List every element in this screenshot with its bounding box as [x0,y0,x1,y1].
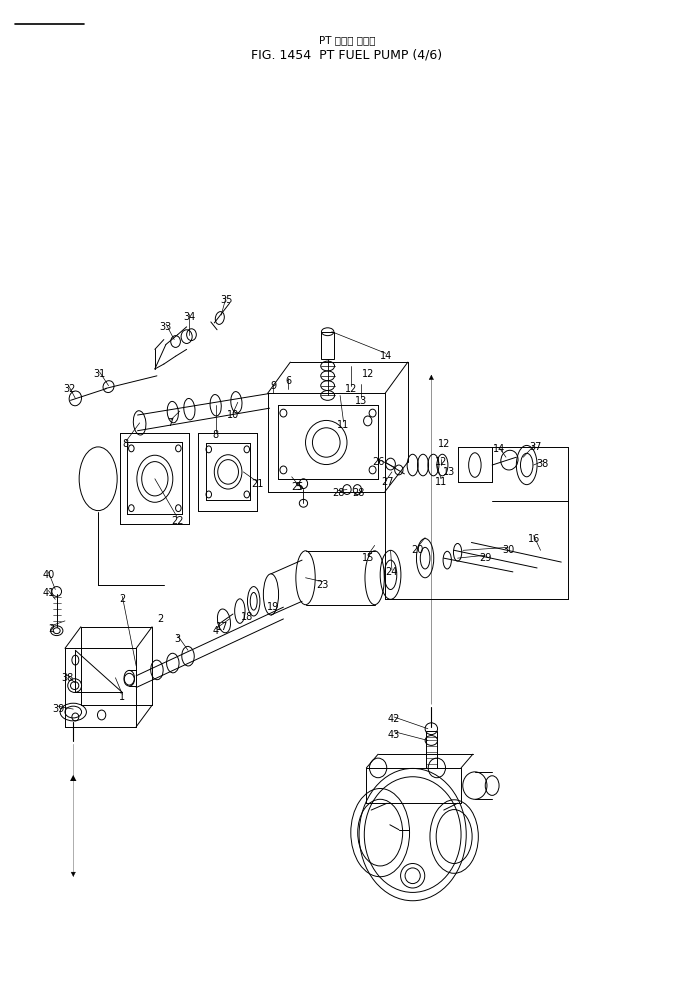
Text: 13: 13 [355,396,367,406]
Text: 22: 22 [171,516,184,526]
Text: 2: 2 [119,595,126,605]
Text: 2: 2 [48,624,54,634]
Text: 42: 42 [388,714,400,723]
Text: 10: 10 [227,410,239,420]
Text: 27: 27 [381,477,393,487]
Text: 33: 33 [160,321,172,332]
Bar [321,331,334,359]
Text: 37: 37 [529,442,541,452]
Text: 12: 12 [438,439,450,449]
Text: 31: 31 [94,369,105,378]
Text: PT フエル ポンプ: PT フエル ポンプ [319,35,375,45]
Text: 8: 8 [212,430,219,439]
Text: 4: 4 [212,626,219,636]
Text: 43: 43 [388,729,400,739]
Text: 41: 41 [42,589,55,599]
Text: 28: 28 [332,489,344,498]
Text: 12: 12 [345,383,357,393]
Text: 38: 38 [61,672,73,683]
Text: 28: 28 [352,489,364,498]
Text: 30: 30 [502,546,514,555]
Text: 35: 35 [220,295,232,306]
Text: 34: 34 [183,312,196,322]
Text: 32: 32 [63,383,76,393]
Text: 12: 12 [435,457,447,467]
Text: 3: 3 [175,633,180,644]
Text: 11: 11 [435,477,447,487]
Text: 24: 24 [386,567,398,577]
Text: 8: 8 [123,439,129,449]
Text: 20: 20 [412,546,424,555]
Text: 29: 29 [479,553,491,563]
Bar [426,730,437,768]
Text: 5: 5 [296,482,302,492]
Text: 21: 21 [251,479,263,489]
Text: 2: 2 [158,614,164,624]
Text: 11: 11 [337,420,350,430]
Text: 39: 39 [52,704,64,714]
Text: 18: 18 [241,612,253,622]
Text: 17: 17 [217,622,229,632]
Text: 38: 38 [536,459,549,469]
Text: 12: 12 [362,369,374,378]
Text: 23: 23 [316,580,329,590]
Text: ▲: ▲ [70,774,76,782]
Text: 25: 25 [291,482,303,492]
Text: 26: 26 [372,457,384,467]
Text: 40: 40 [42,570,55,580]
Text: 9: 9 [270,380,276,390]
Text: 15: 15 [362,553,374,563]
Text: 7: 7 [168,418,174,428]
Text: 14: 14 [380,351,392,361]
Text: 6: 6 [285,376,291,385]
Text: 13: 13 [443,467,455,477]
Text: FIG. 1454  PT FUEL PUMP (4/6): FIG. 1454 PT FUEL PUMP (4/6) [251,49,443,62]
Text: 16: 16 [527,534,540,544]
Text: 14: 14 [493,444,505,454]
Text: 1: 1 [119,692,126,702]
Text: 19: 19 [267,603,279,612]
